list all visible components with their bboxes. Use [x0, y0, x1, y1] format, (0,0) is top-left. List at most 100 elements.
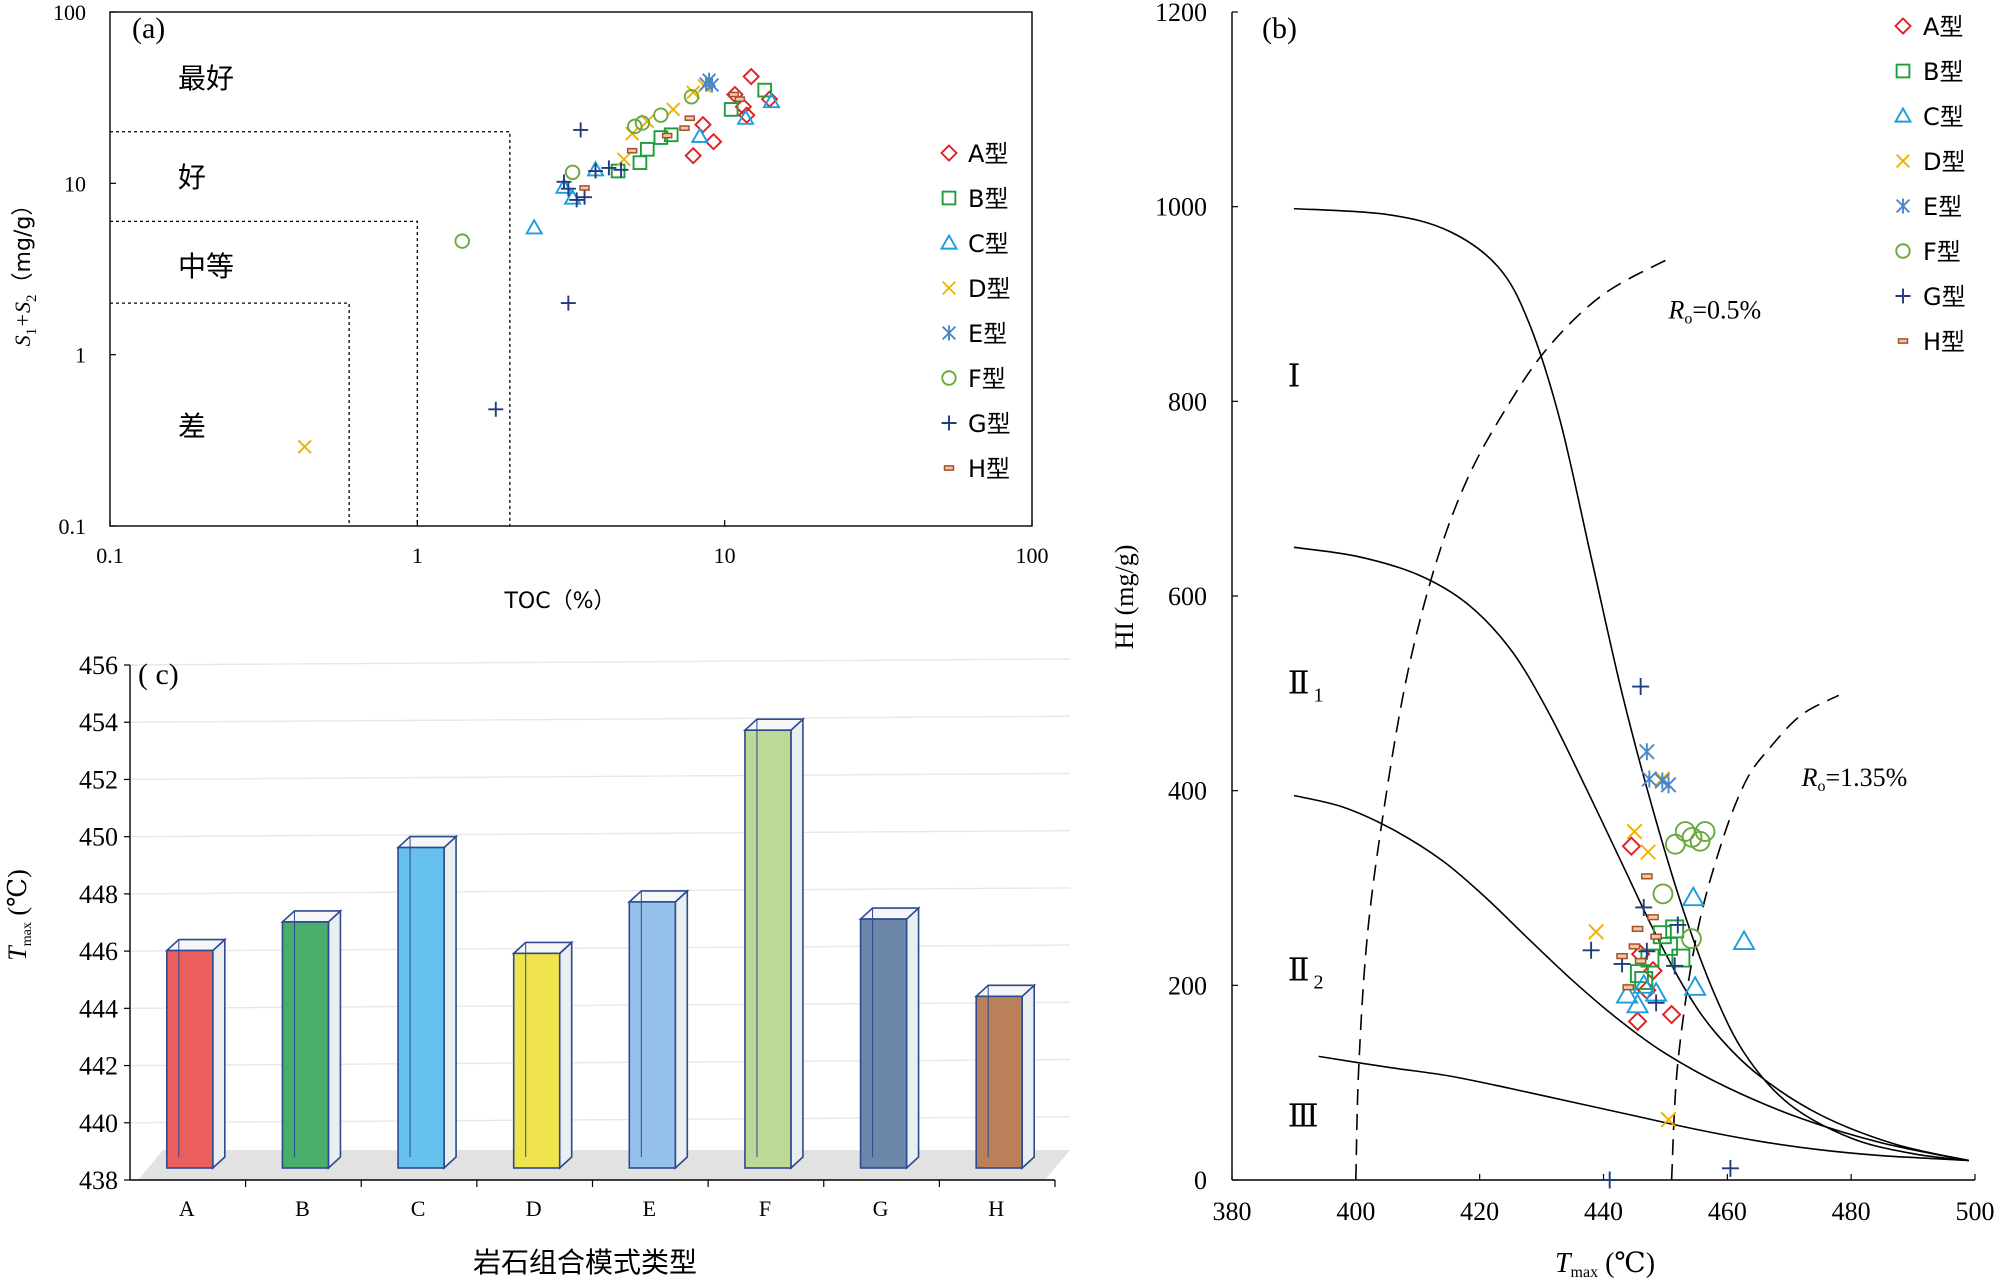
legend-marker-plus [941, 415, 957, 431]
panel-b-x-tick-label: 460 [1708, 1197, 1747, 1226]
panel-c-gridline [129, 1001, 1071, 1010]
data-point-circle [627, 118, 643, 135]
panel-a-zone-boundaries [110, 131, 511, 526]
legend-label: F型 [968, 365, 1006, 393]
panel-c-x-tick-label: G [873, 1196, 889, 1221]
data-point-dash [684, 115, 696, 122]
panel-b-scatter: 380 400 420 440 460 480 5000200400600800100012… [1110, 0, 1995, 1281]
panel-a-x-tick-label: 1 [412, 543, 423, 568]
data-point-plus [613, 162, 629, 178]
data-point-square [639, 141, 655, 157]
panel-c-y-tick-label: 438 [79, 1166, 118, 1195]
panel-c-y-tick-label: 456 [79, 651, 118, 680]
legend-label: E型 [968, 320, 1007, 348]
panel-b-y-tick-label: 600 [1168, 582, 1207, 611]
ro-label: Ro=0.5% [1668, 296, 1762, 328]
panel-c-y-tick-label: 440 [79, 1109, 118, 1138]
zone-label-Ⅲ: Ⅲ [1288, 1097, 1319, 1133]
panel-b-y-tick-label: 400 [1168, 777, 1207, 806]
data-point-plus [1666, 957, 1684, 975]
data-point-dash [1640, 873, 1653, 880]
panel-c-x-tick-label: C [411, 1196, 426, 1221]
data-point-diamond [1627, 1011, 1648, 1032]
legend-marker-circle [941, 370, 957, 386]
panel-a-plot-frame [109, 11, 1033, 527]
data-point-dash [734, 96, 746, 102]
data-point-plus [573, 122, 589, 138]
legend-marker-plus [1895, 288, 1911, 304]
legend-marker-dash [1897, 338, 1909, 344]
data-point-x [1626, 823, 1643, 840]
data-point-triangle [525, 218, 544, 235]
panel-a-axes: 0.1 1 10 100 0.1 1 10 100 [53, 0, 1049, 568]
data-point-circle [1681, 928, 1702, 950]
data-point-square [1634, 971, 1654, 990]
data-point-dash [626, 147, 638, 154]
data-point-circle [634, 115, 651, 131]
zone-boundary-中等 [110, 220, 418, 526]
legend-label: H型 [1923, 328, 1965, 356]
data-point-triangle [762, 92, 781, 109]
panel-b-kerogen-curves [1293, 207, 1969, 1181]
data-point-plus [1669, 916, 1687, 934]
legend-marker-diamond [1894, 17, 1912, 35]
legend-label: G型 [1923, 283, 1966, 311]
data-point-diamond [704, 132, 723, 151]
data-point-plus [560, 181, 576, 197]
zone-label-subscript: 1 [1313, 684, 1323, 706]
data-point-triangle [1681, 885, 1705, 907]
bar-side-A [212, 937, 226, 1170]
panel-a-x-axis-label: TOC（%） [503, 589, 615, 614]
ro-label-value: =0.5% [1692, 296, 1761, 325]
zone-boundary-好 [110, 131, 511, 526]
panel-b-y-tick-label: 0 [1194, 1166, 1207, 1195]
data-point-x [666, 102, 681, 117]
panel-c-bars [164, 717, 1037, 1170]
panel-a-scatter: 0.1 1 10 100 0.1 1 10 100 (a) TOC（%） S1+S2（mg/g… [10, 0, 1049, 614]
panel-c-x-tick-label: D [526, 1196, 542, 1221]
legend-label: B型 [1923, 58, 1963, 86]
data-point-dash [728, 91, 739, 98]
panel-b-axes: 380 400 420 440 460 480 5000200400600800100012… [1155, 0, 1995, 1226]
panel-c-x-tick-label: H [988, 1196, 1004, 1221]
panel-a-y-tick-label: 1 [75, 343, 86, 368]
panel-c-y-axis-label: Tmax (℃) [3, 869, 35, 960]
legend-marker-square [1895, 63, 1911, 79]
panel-b-x-tick-label: 500 [1956, 1197, 1995, 1226]
data-point-plus [1647, 994, 1665, 1012]
curve-ro_135 [1670, 694, 1840, 1181]
panel-a-y-tick-label: 0.1 [59, 514, 87, 539]
bar-B [281, 921, 330, 1169]
panel-c-gridline [129, 772, 1071, 781]
legend-marker-x [941, 280, 957, 296]
legend-label: D型 [968, 275, 1010, 303]
panel-c-gridline [129, 1058, 1071, 1067]
legend-label: A型 [968, 140, 1008, 168]
data-point-star [1638, 743, 1655, 761]
panel-c-gridline [129, 944, 1071, 952]
data-point-plus [1635, 898, 1653, 916]
legend-marker-star [941, 325, 957, 341]
panel-c-gridline [129, 658, 1071, 666]
data-point-circle [1689, 830, 1711, 852]
panel-c-y-tick-label: 446 [79, 937, 118, 966]
legend-label: G型 [968, 410, 1011, 438]
data-point-triangle [1683, 975, 1707, 996]
data-point-diamond [1621, 836, 1642, 856]
data-point-dash [679, 125, 690, 131]
legend-label: H型 [968, 455, 1010, 483]
data-point-circle [1652, 883, 1674, 905]
panel-c-gridline [129, 829, 1071, 838]
legend-label: F型 [1923, 238, 1961, 266]
data-point-dash [1628, 943, 1641, 950]
data-point-circle [683, 89, 700, 105]
panel-b-legend: A型 B型 C型 D型 E型 F型 G型 H型 [1893, 13, 1966, 356]
panel-a-y-axis-label: S1+S2（mg/g） [10, 194, 40, 347]
panel-c-y-tick-label: 452 [79, 765, 118, 794]
panel-c-label: ( c) [138, 658, 179, 691]
panel-c-y-tick-label: 442 [79, 1052, 118, 1081]
